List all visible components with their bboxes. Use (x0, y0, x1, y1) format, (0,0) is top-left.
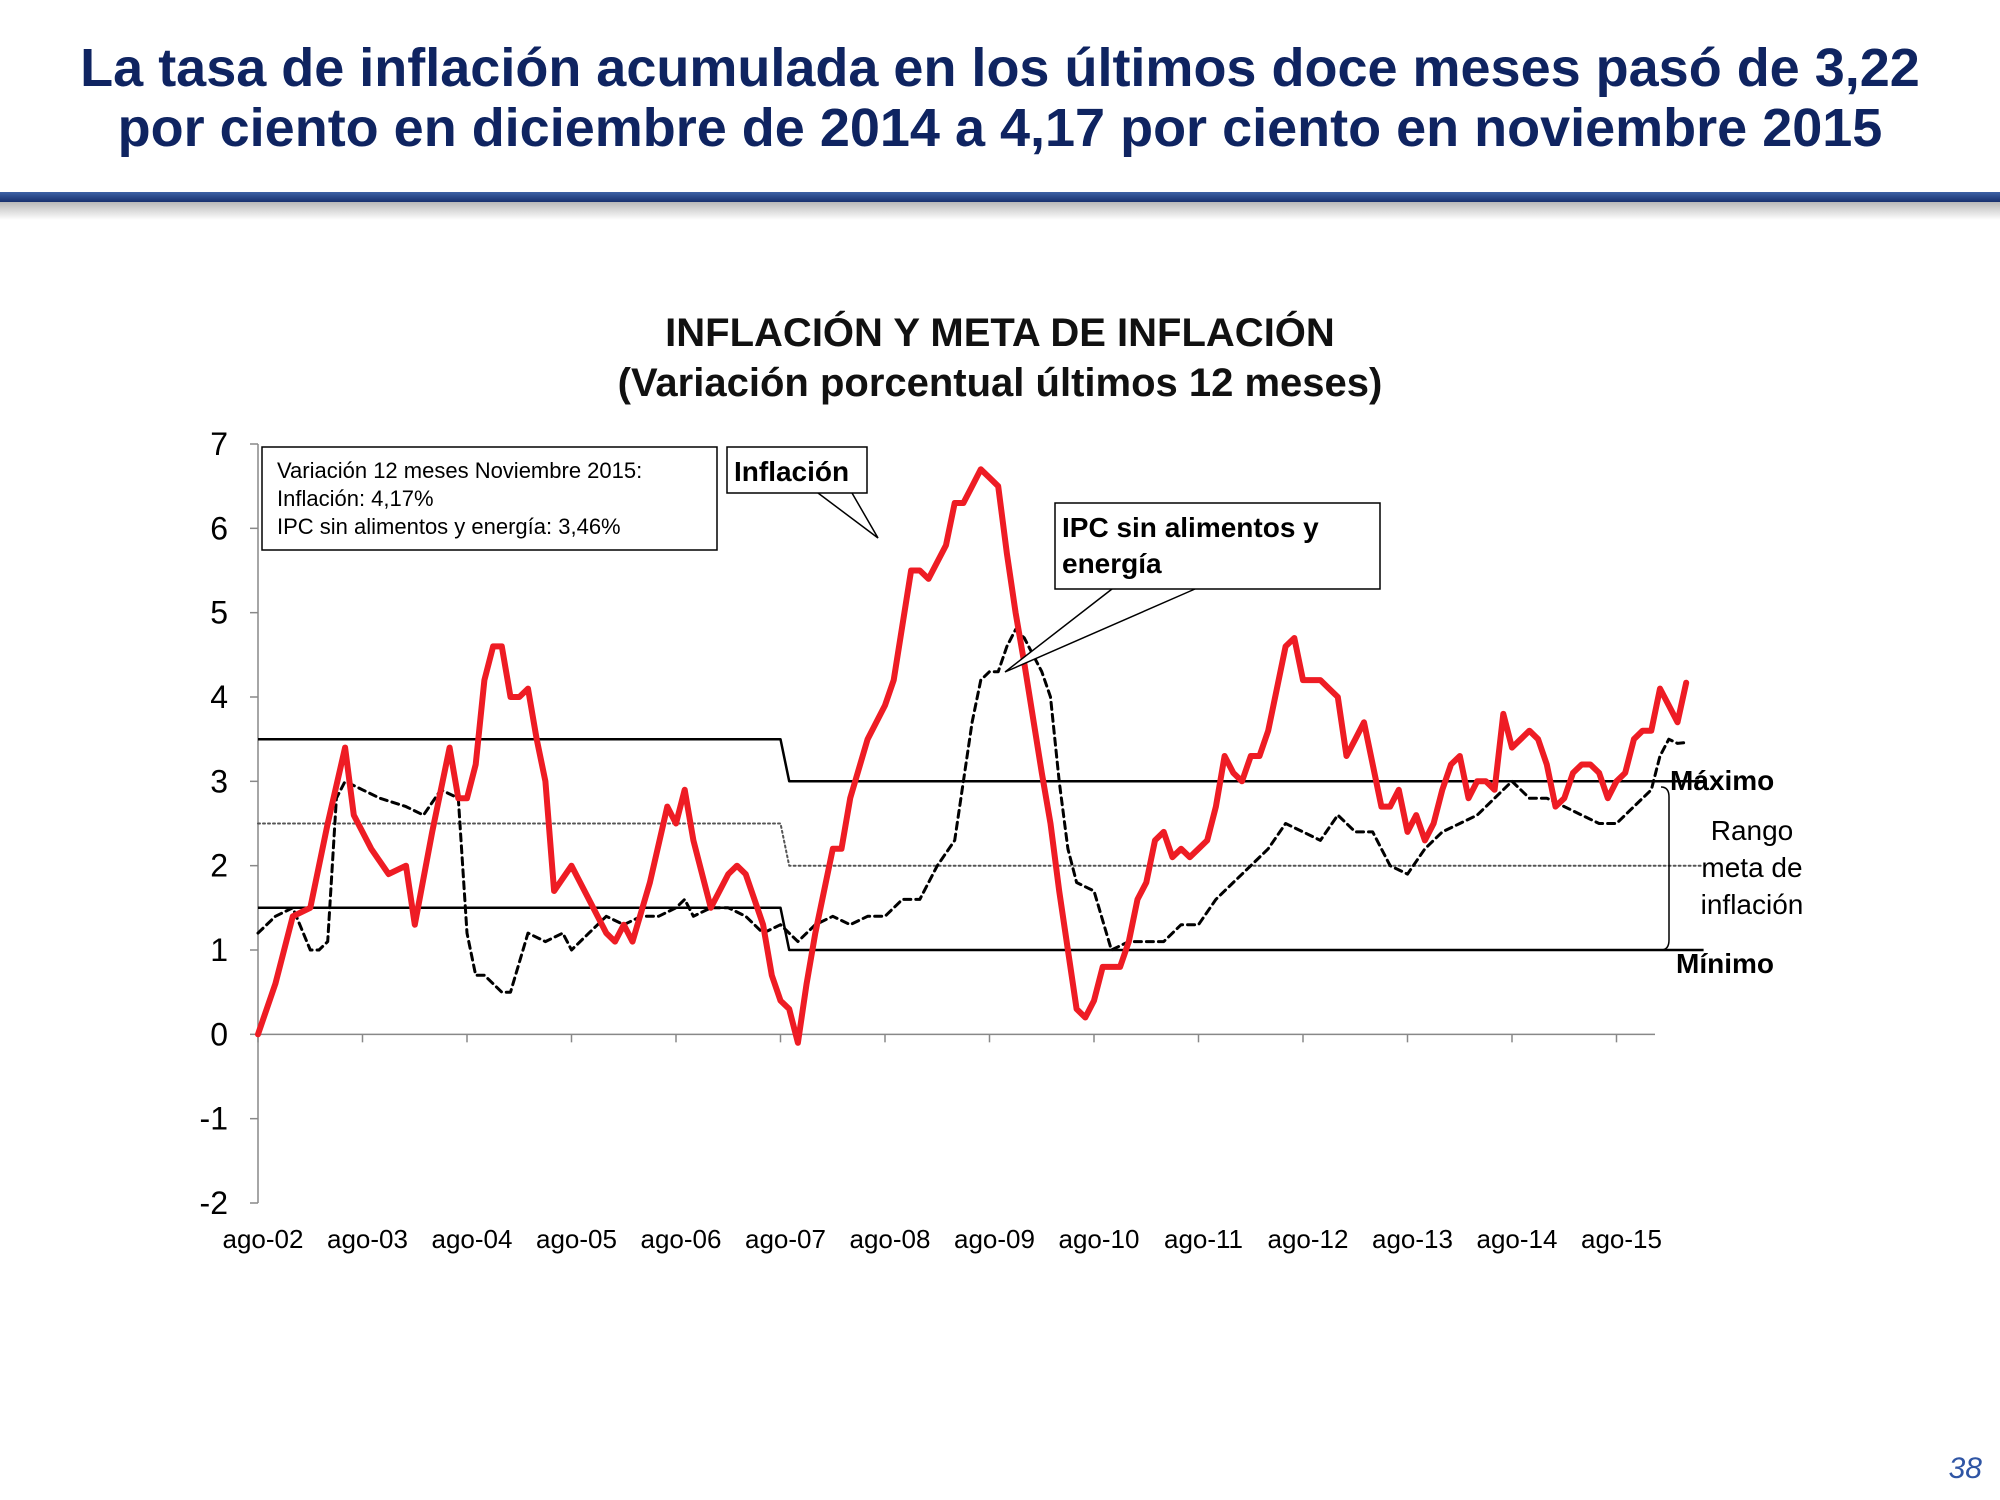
x-tick-label: ago-12 (1268, 1224, 1349, 1254)
y-tick-label: 0 (210, 1016, 228, 1052)
y-tick-label: 7 (210, 426, 228, 462)
info-box-line-1: Variación 12 meses Noviembre 2015: (277, 458, 642, 483)
series-line-inflacion (255, 466, 1690, 1046)
range-max-label: Máximo (1670, 765, 1774, 796)
x-tick-label: ago-10 (1059, 1224, 1140, 1254)
title-divider (0, 192, 2000, 202)
info-box-frame (261, 446, 718, 551)
callout-inflacion-label: Inflación (734, 456, 849, 487)
chart-title-line: INFLACIÓN Y META DE INFLACIÓN (665, 311, 1335, 355)
y-tick-label: 4 (210, 679, 228, 715)
info-box-line-2: Inflación: 4,17% (277, 486, 434, 511)
target-line-min (258, 906, 1704, 952)
y-tick-label: 3 (210, 763, 228, 799)
x-tick-label: ago-03 (327, 1224, 408, 1254)
target-range-annotation: Máximo Rango meta de inflación Mínimo (1660, 765, 1804, 979)
range-min-label: Mínimo (1676, 948, 1774, 979)
callout-core-frame (1054, 502, 1381, 590)
callout-core-cpi: IPC sin alimentos y energía (1004, 502, 1381, 673)
x-tick-label: ago-15 (1581, 1224, 1662, 1254)
callout-inflacion: Inflación (726, 446, 879, 539)
x-tick-label: ago-04 (432, 1224, 513, 1254)
range-label-line-3: inflación (1701, 889, 1804, 920)
chart-axes: -2 -1 0 1 2 3 4 5 6 7 ago-02 ago-03 ago-04 ago-05 ago-… (200, 426, 1662, 1254)
chart-title: INFLACIÓN Y META DE INFLACIÓN (Variación… (0, 308, 2000, 408)
y-tick-label: 2 (210, 848, 228, 884)
x-tick-label: ago-05 (536, 1224, 617, 1254)
callout-core-pointer (1004, 588, 1196, 673)
info-box-line-3: IPC sin alimentos y energía: 3,46% (277, 514, 621, 539)
slide-title: La tasa de inflación acumulada en los úl… (0, 38, 2000, 158)
x-tick-label: ago-06 (641, 1224, 722, 1254)
y-tick-label: -1 (200, 1101, 228, 1137)
x-tick-label: ago-13 (1372, 1224, 1453, 1254)
slide-title-line-1: La tasa de inflación acumulada en los úl… (80, 38, 1920, 98)
callout-inflacion-frame (726, 446, 868, 494)
target-line-max (258, 737, 1704, 783)
info-box: Variación 12 meses Noviembre 2015: Infla… (261, 446, 718, 551)
callout-core-line-2: energía (1062, 548, 1162, 579)
x-tick-label: ago-02 (223, 1224, 304, 1254)
x-tick-label: ago-07 (745, 1224, 826, 1254)
series-line-core-cpi (256, 628, 1688, 994)
range-bracket (1660, 786, 1670, 951)
x-tick-label: ago-14 (1477, 1224, 1558, 1254)
title-divider-shadow (0, 202, 2000, 220)
chart-subtitle-line: (Variación porcentual últimos 12 meses) (617, 361, 1383, 405)
callout-core-line-1: IPC sin alimentos y (1062, 512, 1319, 543)
page-number: 38 (1948, 1452, 1982, 1485)
x-tick-label: ago-08 (850, 1224, 931, 1254)
callout-inflacion-pointer (817, 492, 879, 539)
x-tick-label: ago-09 (954, 1224, 1035, 1254)
series-lines (255, 466, 1690, 1046)
slide-title-line-2: por ciento en diciembre de 2014 a 4,17 p… (117, 98, 1883, 158)
range-label-line-2: meta de (1701, 852, 1802, 883)
y-tick-label: 1 (210, 932, 228, 968)
x-tick-label: ago-11 (1164, 1224, 1243, 1254)
y-tick-label: 6 (210, 510, 228, 546)
y-tick-label: 5 (210, 595, 228, 631)
y-tick-label: -2 (200, 1185, 228, 1221)
target-line-center (257, 822, 1705, 867)
range-label-line-1: Rango (1711, 815, 1794, 846)
